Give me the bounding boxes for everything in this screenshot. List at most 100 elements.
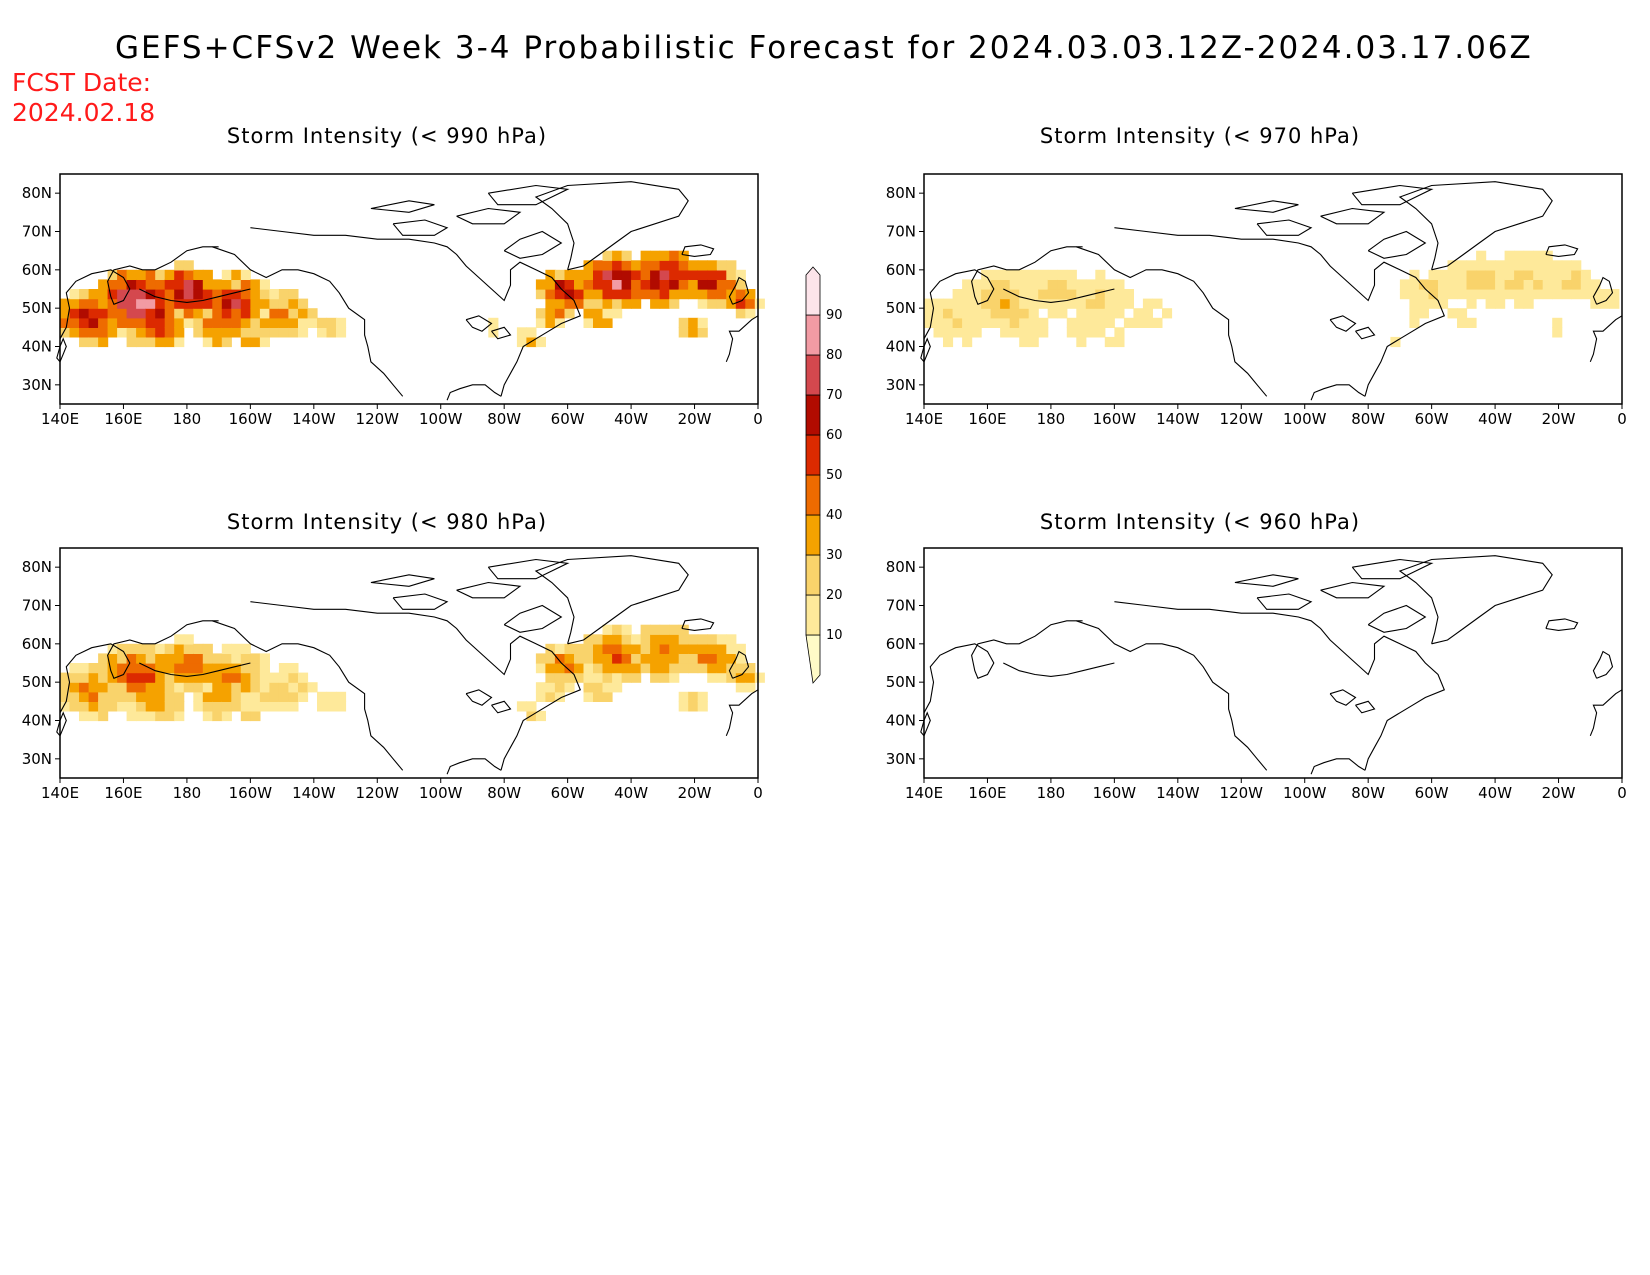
probability-cell: [621, 298, 632, 309]
probability-cell: [574, 269, 585, 280]
probability-cell: [117, 691, 128, 702]
probability-cell: [202, 279, 213, 290]
probability-cell: [269, 308, 280, 319]
colorbar-label: 70: [826, 388, 843, 403]
probability-cell: [164, 317, 175, 328]
probability-cell: [183, 308, 194, 319]
probability-cell: [193, 701, 204, 712]
probability-cell: [688, 327, 699, 338]
coastline: [1398, 555, 1553, 645]
probability-cell: [554, 289, 565, 300]
lat-label: 50N: [22, 299, 52, 317]
probability-cell: [336, 701, 347, 712]
lon-label: 180: [1037, 410, 1066, 428]
probability-cell: [1019, 279, 1030, 290]
probability-cell: [971, 317, 982, 328]
probability-cell: [174, 663, 185, 674]
probability-cell: [535, 682, 546, 693]
lon-label: 80W: [1351, 784, 1385, 802]
probability-cell: [745, 672, 756, 683]
probability-cell: [1504, 250, 1515, 261]
probability-cell: [593, 691, 604, 702]
probability-cell: [1457, 317, 1468, 328]
probability-cell: [1485, 260, 1496, 271]
coastline: [920, 711, 931, 737]
probability-cell: [1504, 289, 1515, 300]
probability-cell: [593, 653, 604, 664]
coastline: [139, 288, 251, 303]
probability-cell: [1495, 269, 1506, 280]
coastline: [1234, 574, 1299, 587]
probability-cell: [136, 327, 147, 338]
probability-cell: [278, 308, 289, 319]
probability-cell: [640, 269, 651, 280]
probability-cell: [231, 701, 242, 712]
probability-cell: [612, 279, 623, 290]
probability-cell: [1028, 327, 1039, 338]
probability-cell: [193, 682, 204, 693]
probability-cell: [707, 298, 718, 309]
probability-cell: [726, 653, 737, 664]
colorbar-label: 10: [826, 628, 843, 643]
probability-cell: [278, 663, 289, 674]
coastline: [1310, 384, 1366, 401]
probability-cell: [136, 663, 147, 674]
probability-cell: [126, 317, 137, 328]
probability-cell: [688, 289, 699, 300]
probability-cell: [1104, 289, 1115, 300]
probability-cell: [69, 289, 80, 300]
colorbar-label: 90: [826, 308, 843, 323]
probability-cell: [1514, 279, 1525, 290]
probability-cell: [583, 691, 594, 702]
probability-cell: [1552, 260, 1563, 271]
probability-cell: [231, 653, 242, 664]
probability-cell: [69, 672, 80, 683]
probability-cell: [1066, 289, 1077, 300]
probability-cell: [650, 624, 661, 635]
lon-label: 100W: [419, 784, 463, 802]
probability-cell: [240, 672, 251, 683]
probability-cell: [1133, 317, 1144, 328]
probability-cell: [1047, 308, 1058, 319]
probability-cell: [221, 269, 232, 280]
probability-cell: [240, 710, 251, 722]
coastline: [250, 227, 582, 397]
probability-cell: [943, 308, 954, 319]
probability-cell: [174, 634, 185, 645]
probability-cell: [1580, 269, 1591, 280]
probability-cell: [107, 653, 118, 664]
probability-cell: [212, 691, 223, 702]
probability-cell: [145, 308, 156, 319]
probability-cell: [1571, 279, 1582, 290]
probability-cell: [1066, 269, 1077, 280]
probability-cell: [107, 663, 118, 674]
probability-cell: [971, 289, 982, 300]
probability-cell: [60, 317, 71, 328]
probability-cell: [155, 663, 166, 674]
panel-title-970: Storm Intensity (< 970 hPa): [1039, 124, 1361, 148]
probability-cell: [707, 269, 718, 280]
probability-cell: [593, 298, 604, 309]
probability-cell: [1495, 289, 1506, 300]
probability-cell: [564, 298, 575, 309]
probability-cell: [107, 691, 118, 702]
probability-cell: [298, 317, 309, 328]
probability-cell: [707, 672, 718, 683]
probability-cell: [1028, 279, 1039, 290]
probability-cell: [221, 289, 232, 300]
probability-cell: [716, 643, 727, 654]
probability-cell: [164, 710, 175, 722]
probability-cell: [1485, 289, 1496, 300]
probability-cell: [183, 663, 194, 674]
probability-cell: [240, 327, 251, 338]
probability-cell: [98, 663, 109, 674]
probability-cell: [212, 710, 223, 722]
panel-title-990: Storm Intensity (< 990 hPa): [226, 124, 548, 148]
probability-cell: [726, 643, 737, 654]
probability-cell: [107, 643, 118, 654]
lon-label: 140E: [905, 410, 943, 428]
probability-cell: [678, 269, 689, 280]
coastline: [503, 230, 563, 259]
probability-cell: [183, 298, 194, 309]
